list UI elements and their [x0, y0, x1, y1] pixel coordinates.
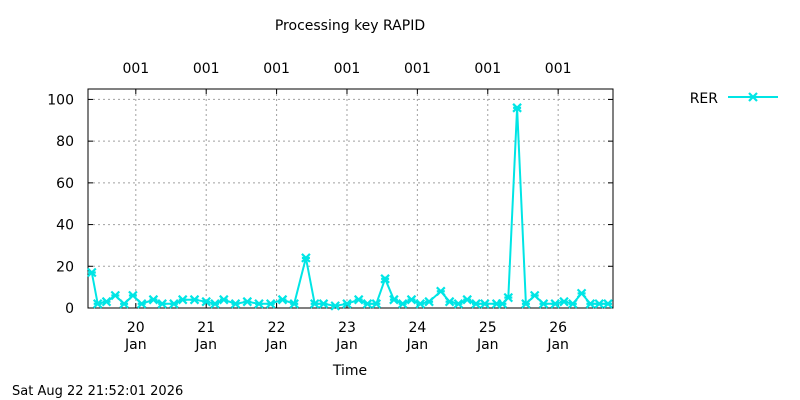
y-tick-label: 60	[56, 176, 74, 192]
data-point	[550, 299, 560, 309]
data-point	[371, 299, 382, 309]
data-point	[265, 299, 276, 309]
data-point	[277, 294, 288, 305]
data-point	[576, 288, 587, 299]
legend-marker-rer	[748, 92, 758, 102]
x-tick-label-month: Jan	[194, 337, 217, 353]
data-point	[342, 299, 352, 309]
data-point	[389, 294, 399, 305]
x-tick-label-month: Jan	[124, 337, 147, 353]
top-axis-label: 001	[545, 61, 572, 77]
x-tick-label-day: 21	[197, 320, 215, 336]
x-tick-label-day: 25	[479, 320, 497, 336]
data-point	[471, 299, 481, 309]
timestamp: Sat Aug 22 21:52:01 2026	[12, 384, 183, 399]
y-tick-label: 20	[56, 259, 74, 275]
data-point	[529, 290, 540, 301]
data-point	[210, 299, 220, 309]
top-axis-label: 001	[474, 61, 501, 77]
data-point	[189, 294, 200, 305]
data-point	[397, 299, 408, 309]
top-axis-label: 001	[263, 61, 290, 77]
data-point	[92, 299, 103, 309]
data-point	[559, 296, 569, 307]
data-point	[436, 286, 446, 297]
y-axis: 0 20 40 60 80 100	[47, 92, 613, 317]
x-tick-label-day: 23	[338, 320, 356, 336]
data-point	[415, 299, 426, 309]
data-point	[353, 294, 364, 305]
data-point	[503, 292, 514, 303]
data-point	[87, 267, 97, 278]
data-point	[289, 299, 299, 309]
data-point	[128, 290, 138, 301]
grid	[88, 89, 613, 308]
x-axis-label: Time	[332, 363, 367, 379]
data-point	[169, 299, 179, 309]
legend-label-rer: RER	[690, 91, 719, 107]
top-axis-label: 001	[334, 61, 361, 77]
y-tick-label: 0	[65, 301, 74, 317]
data-point	[136, 299, 147, 309]
data-point	[157, 299, 167, 309]
data-point	[480, 299, 490, 309]
data-point	[219, 294, 229, 305]
data-point	[201, 296, 211, 307]
top-axis-labels: 001 001 001 001 001 001 001	[122, 61, 571, 77]
data-point	[512, 103, 522, 113]
legend: RER	[690, 91, 778, 107]
x-tick-label-day: 24	[408, 320, 426, 336]
data-point	[318, 299, 329, 309]
data-point	[462, 294, 472, 305]
data-point	[119, 299, 129, 309]
data-point	[453, 299, 464, 309]
data-point	[603, 299, 613, 309]
x-tick-label-day: 20	[127, 320, 145, 336]
data-point	[521, 299, 531, 309]
y-tick-label: 80	[56, 134, 74, 150]
data-point	[330, 301, 340, 311]
data-point	[444, 296, 455, 307]
data-point	[242, 296, 253, 307]
data-point	[568, 299, 578, 309]
data-point	[594, 299, 604, 309]
x-tick-label-day: 22	[268, 320, 286, 336]
x-tick-label-day: 26	[549, 320, 567, 336]
top-axis-label: 001	[122, 61, 149, 77]
data-point	[380, 274, 390, 284]
series-markers	[87, 103, 613, 311]
data-point	[254, 299, 264, 309]
data-point	[230, 299, 241, 309]
data-point	[538, 299, 549, 309]
y-tick-label: 40	[56, 218, 74, 234]
top-axis-label: 001	[193, 61, 220, 77]
x-tick-label-month: Jan	[265, 337, 288, 353]
x-tick-label-month: Jan	[476, 337, 499, 353]
x-tick-label-month: Jan	[335, 337, 358, 353]
data-point	[148, 294, 159, 305]
data-point	[177, 294, 188, 305]
series-line-rer	[90, 107, 608, 307]
data-point	[301, 253, 311, 263]
data-point	[110, 290, 121, 301]
top-axis-label: 001	[404, 61, 431, 77]
y-tick-label: 100	[47, 92, 74, 108]
data-point	[309, 299, 320, 309]
plot-frame	[87, 88, 614, 309]
data-point	[424, 296, 434, 307]
x-tick-label-month: Jan	[546, 337, 569, 353]
data-point	[585, 299, 596, 309]
chart-title: Processing key RAPID	[275, 18, 425, 34]
x-tick-label-month: Jan	[406, 337, 429, 353]
data-point	[362, 299, 373, 309]
data-point	[406, 294, 417, 305]
data-point	[101, 296, 112, 307]
